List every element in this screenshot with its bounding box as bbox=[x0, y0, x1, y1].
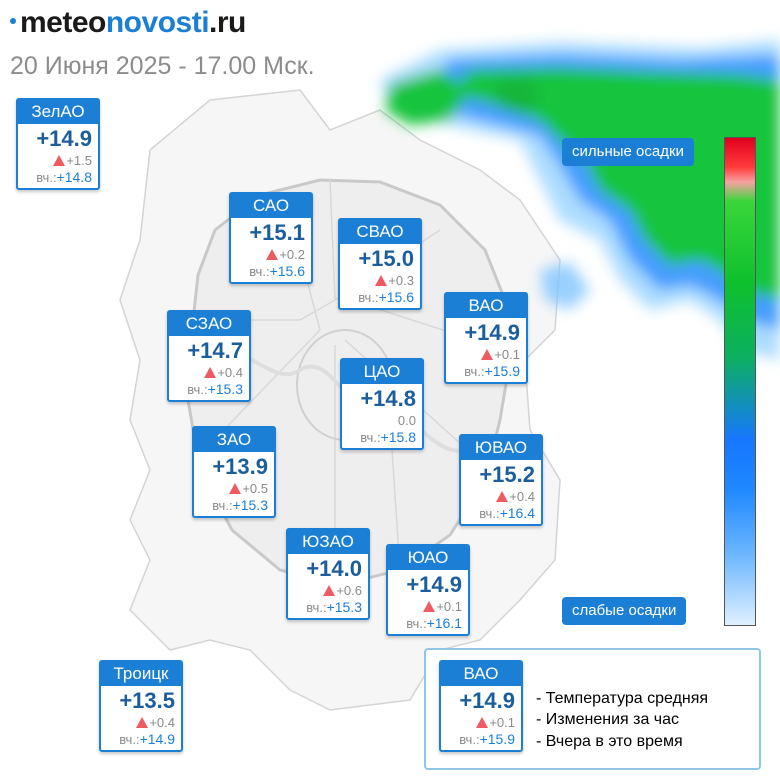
temperature-value: +14.9 bbox=[406, 572, 462, 597]
forecast-datetime: 20 Июня 2025 - 17.00 Мск. bbox=[10, 52, 315, 80]
yesterday-temperature: вч.:+16.1 bbox=[406, 615, 462, 631]
district-card-zelao[interactable]: ЗелАО +14.9 +1.5 вч.:+14.8 bbox=[16, 98, 100, 190]
logo-mark-icon bbox=[10, 18, 16, 25]
site-logo[interactable]: meteonovosti.ru bbox=[10, 6, 246, 40]
yesterday-temperature: вч.:+15.3 bbox=[306, 599, 362, 615]
precipitation-overlay bbox=[380, 40, 780, 360]
temperature-value: +15.0 bbox=[358, 246, 414, 271]
rise-triangle-icon bbox=[229, 483, 242, 494]
hourly-change: +0.1 bbox=[476, 715, 515, 730]
district-name: СВАО bbox=[340, 220, 420, 244]
district-name: ЮАО bbox=[388, 546, 468, 570]
yesterday-temperature: вч.:+15.3 bbox=[212, 497, 268, 513]
district-name: ЮВАО bbox=[461, 436, 541, 460]
yesterday-temperature: вч.:+15.6 bbox=[249, 263, 305, 279]
district-name: ЮЗАО bbox=[288, 530, 368, 554]
rise-triangle-icon bbox=[496, 491, 509, 502]
temperature-value: +14.9 bbox=[459, 688, 515, 713]
district-name: ЗелАО bbox=[18, 100, 98, 124]
hourly-change: +0.1 bbox=[481, 347, 520, 362]
temperature-value: +14.8 bbox=[360, 386, 416, 411]
rise-triangle-icon bbox=[323, 585, 336, 596]
rise-triangle-icon bbox=[375, 275, 388, 286]
district-card-zao[interactable]: ЗАО +13.9 +0.5 вч.:+15.3 bbox=[192, 426, 276, 518]
district-name: ВАО bbox=[441, 662, 521, 686]
yesterday-temperature: вч.:+15.9 bbox=[464, 363, 520, 379]
hourly-change: +0.1 bbox=[423, 599, 462, 614]
legend-line-yesterday: - Вчера в это время bbox=[536, 733, 683, 750]
logo-text-part2: novosti bbox=[105, 6, 210, 39]
district-card-vao[interactable]: ВАО +14.9 +0.1 вч.:+15.9 bbox=[444, 292, 528, 384]
hourly-change: +0.3 bbox=[375, 273, 414, 288]
rise-triangle-icon bbox=[53, 155, 66, 166]
temperature-value: +14.0 bbox=[306, 556, 362, 581]
yesterday-temperature: вч.:+14.9 bbox=[119, 731, 175, 747]
rise-triangle-icon bbox=[136, 717, 149, 728]
hourly-change: +0.6 bbox=[323, 583, 362, 598]
hourly-change: +0.4 bbox=[204, 365, 243, 380]
strong-precipitation-label: сильные осадки bbox=[562, 138, 694, 166]
temperature-value: +13.5 bbox=[119, 688, 175, 713]
district-name: ЗАО bbox=[194, 428, 274, 452]
district-card-cao[interactable]: ЦАО +14.8 0.0 вч.:+15.8 bbox=[340, 358, 424, 450]
district-name: Троицк bbox=[101, 662, 181, 686]
yesterday-temperature: вч.:+15.8 bbox=[360, 429, 416, 445]
legend-line-average-temp: - Температура средняя bbox=[536, 690, 709, 707]
logo-text-part3: .ru bbox=[209, 6, 246, 39]
logo-text-part1: meteo bbox=[20, 6, 106, 39]
temperature-value: +13.9 bbox=[212, 454, 268, 479]
yesterday-temperature: вч.:+15.3 bbox=[187, 381, 243, 397]
district-name: ВАО bbox=[446, 294, 526, 318]
hourly-change: 0.0 bbox=[397, 413, 416, 428]
district-card-yuzao[interactable]: ЮЗАО +14.0 +0.6 вч.:+15.3 bbox=[286, 528, 370, 620]
hourly-change: +0.4 bbox=[496, 489, 535, 504]
district-name: ЦАО bbox=[342, 360, 422, 384]
rise-triangle-icon bbox=[476, 717, 489, 728]
district-card-svao[interactable]: СВАО +15.0 +0.3 вч.:+15.6 bbox=[338, 218, 422, 310]
temperature-value: +14.7 bbox=[187, 338, 243, 363]
rise-triangle-icon bbox=[423, 601, 436, 612]
yesterday-temperature: вч.:+14.8 bbox=[36, 169, 92, 185]
yesterday-temperature: вч.:+15.9 bbox=[459, 731, 515, 747]
temperature-value: +15.1 bbox=[249, 220, 305, 245]
district-card-troitsk[interactable]: Троицк +13.5 +0.4 вч.:+14.9 bbox=[99, 660, 183, 752]
yesterday-temperature: вч.:+15.6 bbox=[358, 289, 414, 305]
district-name: САО bbox=[231, 194, 311, 218]
hourly-change: +1.5 bbox=[53, 153, 92, 168]
rise-triangle-icon bbox=[481, 349, 494, 360]
district-card-sao[interactable]: САО +15.1 +0.2 вч.:+15.6 bbox=[229, 192, 313, 284]
yesterday-temperature: вч.:+16.4 bbox=[479, 505, 535, 521]
district-name: СЗАО bbox=[169, 312, 249, 336]
legend-sample-card: ВАО +14.9 +0.1 вч.:+15.9 bbox=[439, 660, 523, 752]
hourly-change: +0.4 bbox=[136, 715, 175, 730]
temperature-value: +15.2 bbox=[479, 462, 535, 487]
hourly-change: +0.5 bbox=[229, 481, 268, 496]
temperature-value: +14.9 bbox=[464, 320, 520, 345]
district-card-szao[interactable]: СЗАО +14.7 +0.4 вч.:+15.3 bbox=[167, 310, 251, 402]
district-card-yuao[interactable]: ЮАО +14.9 +0.1 вч.:+16.1 bbox=[386, 544, 470, 636]
rise-triangle-icon bbox=[266, 249, 279, 260]
district-card-yuvao[interactable]: ЮВАО +15.2 +0.4 вч.:+16.4 bbox=[459, 434, 543, 526]
precipitation-scale-bar bbox=[724, 137, 756, 626]
hourly-change: +0.2 bbox=[266, 247, 305, 262]
legend-line-hourly-change: - Изменения за час bbox=[536, 711, 680, 728]
temperature-value: +14.9 bbox=[36, 126, 92, 151]
weak-precipitation-label: слабые осадки bbox=[562, 597, 687, 625]
rise-triangle-icon bbox=[204, 367, 217, 378]
